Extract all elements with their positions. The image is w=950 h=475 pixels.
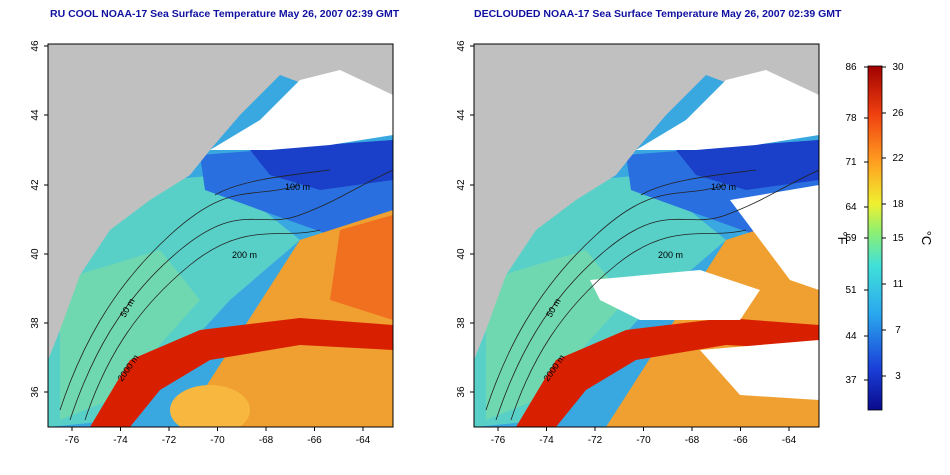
y-axis-tick-label: 40	[30, 248, 41, 260]
masked-cloud-region	[700, 340, 819, 400]
isobath-50m	[59, 184, 301, 411]
y-axis-tick-label: 42	[456, 179, 467, 191]
map-axes: -76 -74 -72 -70 -68 -66 -64 46 44 42 40 38 36 -76 -74 -…	[30, 40, 797, 446]
isobath-100m	[640, 169, 757, 196]
coldest-water	[676, 140, 819, 190]
colorbar-celsius-tick: 26	[892, 108, 904, 119]
y-axis-tick-label: 36	[456, 386, 467, 398]
colorbar: 86 78 71 64 59 51 44 37 30 26 22 18 15 11 7 3 °F °C	[835, 62, 934, 411]
colorbar-fahrenheit-tick: 78	[845, 113, 857, 124]
x-axis-tick-label: -66	[307, 435, 322, 446]
x-axis-tick-label: -68	[685, 435, 700, 446]
x-axis-tick-label: -68	[259, 435, 274, 446]
x-axis-tick-label: -74	[113, 435, 128, 446]
contour-label-100m: 100 m	[711, 182, 736, 192]
x-axis-tick-label: -66	[733, 435, 748, 446]
y-axis-tick-label: 42	[30, 179, 41, 191]
colorbar-celsius-tick: 7	[895, 325, 901, 336]
y-axis-tick-label: 38	[30, 317, 41, 329]
right-map-frame	[473, 43, 820, 428]
coastal-water	[60, 250, 200, 420]
coldest-water	[250, 140, 393, 190]
x-axis-tick-label: -76	[491, 435, 506, 446]
colorbar-fahrenheit-tick: 64	[845, 202, 857, 213]
coastal-water	[486, 250, 626, 420]
left-map-panel: 50 m 100 m 200 m 2000 m	[48, 44, 393, 427]
masked-cloud-region	[590, 270, 760, 320]
colorbar-celsius-tick: 18	[892, 199, 904, 210]
y-axis-tick-label: 46	[30, 40, 41, 52]
isobath-2000m	[69, 169, 393, 421]
colorbar-fahrenheit-tick: 71	[845, 157, 857, 168]
colorbar-fahrenheit-tick: 44	[845, 331, 857, 342]
colorbar-fahrenheit-tick: 59	[845, 233, 857, 244]
x-axis-tick-label: -74	[539, 435, 554, 446]
right-panel-title: DECLOUDED NOAA-17 Sea Surface Temperatur…	[474, 8, 842, 20]
colorbar-fahrenheit-tick: 86	[845, 62, 857, 73]
y-axis-tick-label: 38	[456, 317, 467, 329]
x-axis-tick-label: -70	[636, 435, 651, 446]
y-axis-tick-label: 44	[30, 109, 41, 121]
x-axis-tick-label: -64	[356, 435, 371, 446]
warm-eddy	[330, 215, 393, 320]
cloud	[636, 70, 819, 150]
isobath-200m	[510, 229, 747, 421]
left-panel-title: RU COOL NOAA-17 Sea Surface Temperature …	[50, 8, 400, 20]
x-axis-tick-label: -72	[162, 435, 177, 446]
x-axis-tick-label: -64	[782, 435, 797, 446]
gulf-stream	[516, 318, 819, 427]
isobath-100m	[214, 169, 331, 196]
isobath-2000m	[495, 169, 819, 421]
land	[48, 44, 393, 360]
colorbar-celsius-tick: 15	[892, 233, 904, 244]
y-axis-tick-label: 40	[456, 248, 467, 260]
warm-core-ring	[170, 385, 250, 427]
land	[474, 44, 819, 360]
left-map-frame	[47, 43, 394, 428]
y-axis-tick-label: 46	[456, 40, 467, 52]
isobath-200m	[84, 229, 321, 421]
colorbar-celsius-tick: 11	[893, 279, 904, 290]
x-axis-tick-label: -70	[210, 435, 225, 446]
gulf-stream	[90, 318, 393, 427]
contour-label-100m: 100 m	[285, 182, 310, 192]
colorbar-celsius-label: °C	[919, 231, 934, 246]
colorbar-celsius-tick: 30	[892, 62, 904, 73]
y-axis-tick-label: 44	[456, 109, 467, 121]
colorbar-fahrenheit-tick: 51	[845, 285, 857, 296]
x-axis-tick-label: -76	[65, 435, 80, 446]
contour-label-200m: 200 m	[658, 250, 683, 260]
isobath-50m	[485, 184, 727, 411]
contour-label-200m: 200 m	[232, 250, 257, 260]
x-axis-tick-label: -72	[588, 435, 603, 446]
masked-cloud-region	[730, 185, 819, 290]
colorbar-celsius-tick: 3	[895, 371, 901, 382]
colorbar-celsius-tick: 22	[892, 153, 904, 164]
colorbar-fahrenheit-label: °F	[835, 231, 850, 244]
y-axis-tick-label: 36	[30, 386, 41, 398]
cloud	[210, 70, 393, 150]
colorbar-fahrenheit-tick: 37	[845, 375, 857, 386]
colorbar-scale	[867, 65, 883, 411]
right-map-panel: 50 m 100 m 200 m 2000 m	[474, 44, 819, 427]
